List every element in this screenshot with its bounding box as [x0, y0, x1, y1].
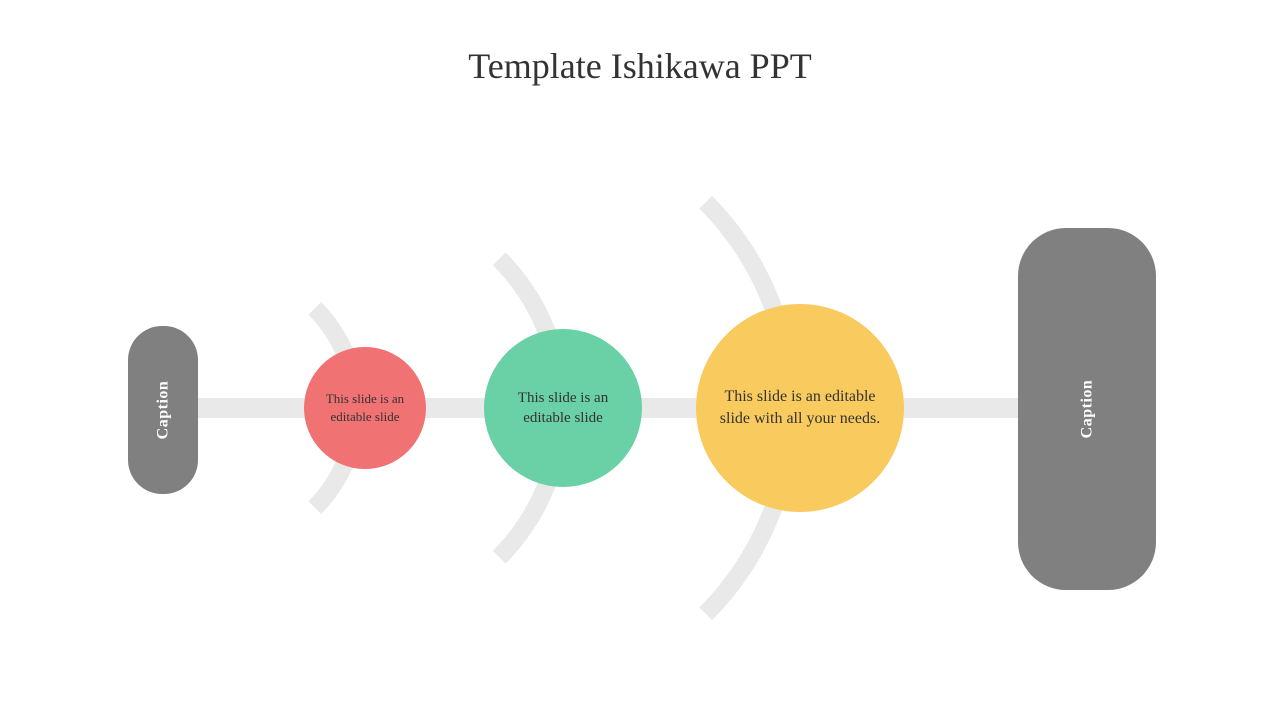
caption-pill-left: Caption: [128, 326, 198, 494]
cause-node: This slide is an editable slide: [304, 347, 426, 469]
caption-label: Caption: [1078, 380, 1096, 439]
cause-node: This slide is an editable slide: [484, 329, 642, 487]
caption-label: Caption: [154, 381, 172, 440]
cause-node: This slide is an editable slide with all…: [696, 304, 904, 512]
node-text: This slide is an editable slide: [316, 390, 414, 425]
node-text: This slide is an editable slide: [496, 388, 630, 429]
caption-pill-right: Caption: [1018, 228, 1156, 590]
node-text: This slide is an editable slide with all…: [708, 386, 892, 429]
diagram-stage: Caption This slide is an editable slide …: [0, 0, 1280, 720]
